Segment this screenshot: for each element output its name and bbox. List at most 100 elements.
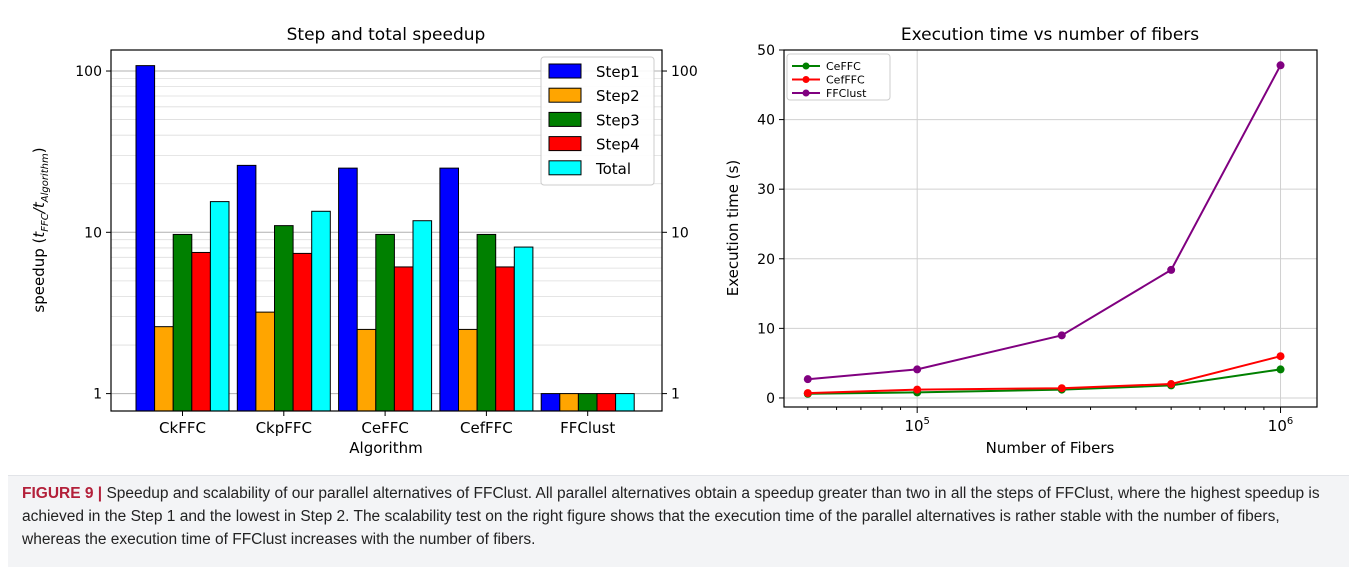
ylabel-sub2: Algorithm <box>40 153 51 203</box>
caption-text: Speedup and scalability of our parallel … <box>22 485 1320 548</box>
bar-x-tick-label-ckffc: CkFFC <box>159 419 206 437</box>
line-point-ffclust <box>913 365 922 374</box>
figure-caption: FIGURE 9 | Speedup and scalability of ou… <box>8 475 1349 567</box>
bar-legend-swatch-step2 <box>548 87 582 103</box>
line-y-tick-label: 50 <box>757 43 775 59</box>
line-y-tick-label: 10 <box>757 321 775 337</box>
line-point-ceffc <box>1276 365 1285 374</box>
line-series-ffclust <box>807 64 1282 381</box>
line-y-tick-label: 40 <box>757 113 775 129</box>
figure-label: FIGURE 9 | <box>22 485 103 502</box>
line-chart-series <box>803 61 1285 398</box>
bar-total-ckffc <box>209 201 230 412</box>
bar-total-ckpffc <box>311 210 331 412</box>
bar-step1-ckpffc <box>236 164 257 412</box>
line-x-tick-label: 105 <box>904 416 929 435</box>
line-point-cefffc <box>913 385 922 394</box>
line-point-ffclust <box>1057 331 1066 340</box>
line-y-tick-label: 0 <box>766 391 775 407</box>
bar-step2-ckffc <box>154 326 174 412</box>
line-point-ffclust <box>1276 61 1285 70</box>
line-chart-y-label: Execution time (s) <box>724 160 742 297</box>
line-point-cefffc <box>1276 352 1285 361</box>
bar-y-tick-label-left: 100 <box>75 64 102 80</box>
line-y-tick-label: 20 <box>757 252 775 268</box>
bar-step4-ffclust <box>596 393 617 412</box>
bar-legend-label-step1: Step1 <box>596 63 640 81</box>
bar-legend-swatch-step3 <box>548 111 582 127</box>
ylabel-prefix: speedup ( <box>30 238 48 313</box>
line-legend-marker-ffclust <box>802 89 810 97</box>
bar-legend-label-step3: Step3 <box>596 111 640 129</box>
line-x-tick-base: 10 <box>904 417 923 435</box>
bar-step1-ckffc <box>135 65 156 412</box>
bar-step4-ckffc <box>191 251 211 412</box>
bar-chart-x-label: Algorithm <box>349 439 422 457</box>
bar-y-tick-label-right: 100 <box>671 64 698 80</box>
line-point-cefffc <box>1057 384 1066 393</box>
bar-legend-swatch-step4 <box>548 136 582 152</box>
line-point-ffclust <box>803 375 812 384</box>
ylabel-sub1: FFC <box>40 213 51 232</box>
bar-legend-swatch-total <box>548 160 582 176</box>
bar-step1-ceffc <box>338 167 358 412</box>
bar-x-tick-label-ffclust: FFClust <box>560 419 615 437</box>
bar-x-tick-label-ckpffc: CkpFFC <box>256 419 312 437</box>
line-y-tick-label: 30 <box>757 182 775 198</box>
bar-chart-x-ticks: CkFFC CkpFFC CeFFC CefFFC FFClust <box>159 411 615 437</box>
speedup-bar-chart: Step and total speedup 1 1 10 10 100 100 CkFF… <box>30 25 698 457</box>
bar-x-tick-label-cefffc: CefFFC <box>460 419 513 437</box>
line-x-tick-exponent: 6 <box>1287 416 1293 427</box>
bar-total-cefffc <box>513 246 534 412</box>
bar-total-ffclust <box>615 393 635 412</box>
bar-legend-label-total: Total <box>595 160 631 178</box>
bar-step2-ckpffc <box>255 311 275 412</box>
line-legend-marker-cefffc <box>802 76 810 83</box>
line-legend-label-ffclust: FFClust <box>826 87 867 100</box>
bar-total-ceffc <box>412 220 433 412</box>
bar-y-tick-label-right: 1 <box>671 387 680 403</box>
bar-y-tick-label-right: 10 <box>671 225 689 241</box>
line-series-cefffc <box>807 355 1281 395</box>
line-x-tick-label: 106 <box>1268 416 1293 435</box>
line-x-tick-exponent: 5 <box>924 416 930 427</box>
bar-chart-title: Step and total speedup <box>287 25 486 45</box>
line-chart-x-ticks: 105 106 <box>807 407 1293 435</box>
bar-x-tick-label-ceffc: CeFFC <box>361 419 408 437</box>
ylabel-suffix: ) <box>30 147 48 153</box>
bar-legend-label-step2: Step2 <box>596 87 640 105</box>
line-legend-label-cefffc: CefFFC <box>826 74 865 87</box>
line-chart-x-label: Number of Fibers <box>986 439 1115 457</box>
line-legend-label-ceffc: CeFFC <box>826 60 861 73</box>
bar-step3-ceffc <box>375 233 395 412</box>
line-chart-title: Execution time vs number of fibers <box>901 25 1199 45</box>
ylabel-slash: / <box>30 206 48 215</box>
bar-legend-swatch-step1 <box>548 63 582 79</box>
line-point-cefffc <box>803 389 812 398</box>
bar-step1-ffclust <box>540 393 561 412</box>
bar-step4-ckpffc <box>292 252 313 412</box>
bar-y-tick-label-left: 10 <box>84 225 102 241</box>
bar-step4-cefffc <box>495 266 515 412</box>
bar-step2-ceffc <box>356 328 377 412</box>
line-point-ffclust <box>1167 265 1176 274</box>
execution-time-line-chart: Execution time vs number of fibers 0 10 20… <box>724 25 1318 457</box>
line-chart-y-ticks: 0 10 20 30 40 50 <box>757 43 784 407</box>
ylabel-t2: t <box>30 201 48 208</box>
line-chart-frame <box>783 49 1318 408</box>
line-x-tick-base: 10 <box>1268 417 1287 435</box>
bar-step2-ffclust <box>559 393 579 412</box>
bar-step3-ckffc <box>172 233 193 412</box>
bar-step1-cefffc <box>439 167 459 412</box>
bar-step3-ffclust <box>577 393 598 412</box>
bar-legend-label-step4: Step4 <box>596 136 640 154</box>
bar-step3-ckpffc <box>274 225 294 412</box>
bar-step2-cefffc <box>458 328 478 412</box>
bar-chart-y-label: speedup (tFFC/tAlgorithm) <box>30 147 51 312</box>
ylabel-t1: t <box>30 231 48 238</box>
bar-y-tick-label-left: 1 <box>93 387 102 403</box>
line-legend-marker-ceffc <box>802 62 810 70</box>
